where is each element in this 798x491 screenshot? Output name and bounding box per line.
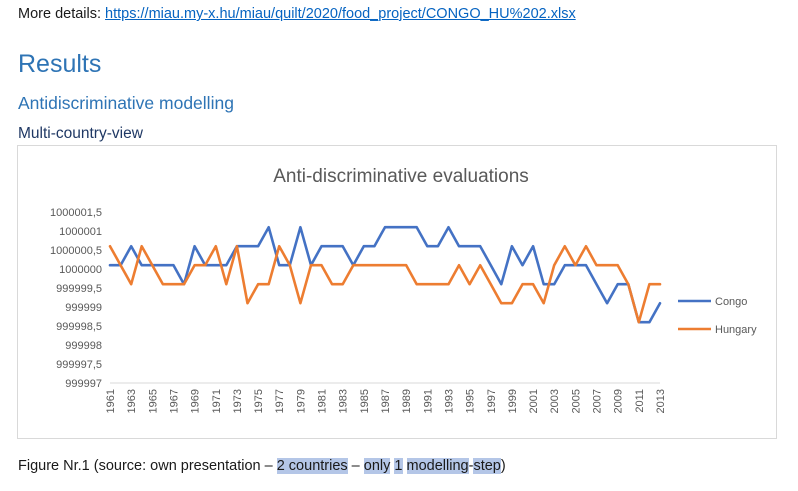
y-tick-label: 1000001,5 — [50, 207, 102, 219]
x-tick-label: 2011 — [634, 389, 646, 413]
x-tick-label: 1971 — [211, 389, 223, 413]
legend-label-congo: Congo — [715, 296, 747, 308]
x-tick-label: 1995 — [465, 389, 477, 413]
y-tick-label: 999998 — [65, 340, 102, 352]
caption-highlight-countries: 2 countries — [276, 458, 348, 474]
y-tick-label: 1000000 — [59, 264, 102, 276]
line-chart: Anti-discriminative evaluations 1000001,5… — [50, 166, 757, 413]
x-tick-label: 1987 — [380, 389, 392, 413]
y-tick-label: 1000000,5 — [50, 245, 102, 257]
x-tick-label: 1991 — [422, 389, 434, 413]
modelling-heading: Antidiscriminative modelling — [18, 93, 234, 113]
caption-suffix: ) — [500, 458, 506, 474]
details-line: More details: https://miau.my-x.hu/miau/… — [18, 6, 576, 22]
view-heading: Multi-country-view — [18, 125, 143, 142]
details-link[interactable]: https://miau.my-x.hu/miau/quilt/2020/foo… — [105, 6, 576, 22]
x-tick-label: 1997 — [486, 389, 498, 413]
x-tick-label: 2005 — [570, 389, 582, 413]
series-line-congo — [108, 225, 662, 324]
caption-dash: – — [264, 458, 277, 474]
x-tick-label: 1999 — [507, 389, 519, 413]
x-tick-label: 1967 — [168, 389, 180, 413]
x-tick-label: 1969 — [190, 389, 202, 413]
caption-prefix: Figure Nr.1 (source: own presentation — [18, 458, 265, 474]
caption-highlight-modelling: modelling — [406, 458, 469, 474]
x-tick-label: 2007 — [592, 389, 604, 413]
y-tick-label: 999997,5 — [56, 359, 102, 371]
caption-highlight-step: step — [473, 458, 501, 474]
x-tick-label: 2013 — [655, 389, 667, 413]
legend-label-hungary: Hungary — [715, 324, 757, 336]
y-tick-label: 999999 — [65, 302, 102, 314]
results-heading: Results — [18, 50, 102, 78]
x-tick-label: 1979 — [295, 389, 307, 413]
figure-caption: Figure Nr.1 (source: own presentation – … — [18, 458, 506, 474]
x-tick-label: 1985 — [359, 389, 371, 413]
caption-highlight-only: only — [363, 458, 391, 474]
y-tick-label: 999999,5 — [56, 283, 102, 295]
x-tick-label: 1989 — [401, 389, 413, 413]
chart-title: Anti-discriminative evaluations — [273, 166, 529, 187]
y-tick-label: 1000001 — [59, 226, 102, 238]
x-tick-label: 1961 — [105, 389, 117, 413]
x-tick-label: 1993 — [443, 389, 455, 413]
x-tick-label: 2003 — [549, 389, 561, 413]
y-tick-label: 999997 — [65, 378, 102, 390]
x-tick-label: 1965 — [147, 389, 159, 413]
x-tick-label: 1981 — [317, 389, 329, 413]
x-tick-label: 2001 — [528, 389, 540, 413]
details-label: More details: — [18, 6, 106, 22]
x-tick-label: 2009 — [613, 389, 625, 413]
y-tick-label: 999998,5 — [56, 321, 102, 333]
x-tick-label: 1963 — [126, 389, 138, 413]
x-tick-label: 1975 — [253, 389, 265, 413]
series-line-hungary — [108, 244, 662, 324]
x-tick-label: 1973 — [232, 389, 244, 413]
caption-dash: – — [347, 458, 364, 474]
chart-container: Anti-discriminative evaluations 1000001,5… — [17, 145, 777, 439]
x-tick-label: 1977 — [274, 389, 286, 413]
caption-space — [403, 458, 407, 474]
caption-hyphen: - — [468, 458, 474, 474]
caption-highlight-one: 1 — [394, 458, 403, 474]
x-tick-label: 1983 — [338, 389, 350, 413]
